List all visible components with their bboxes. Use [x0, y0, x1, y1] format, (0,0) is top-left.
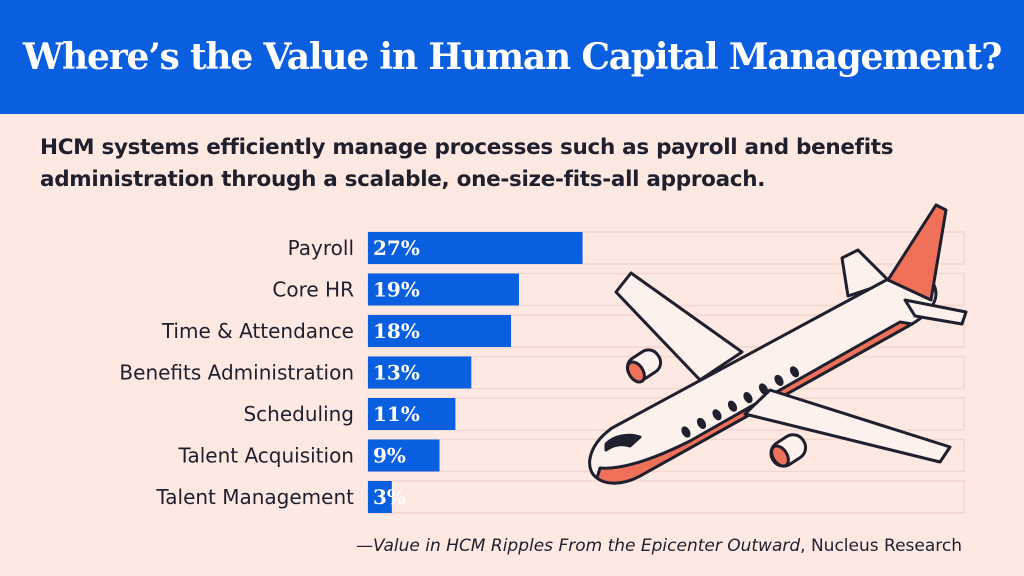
bar [368, 439, 440, 472]
plane-window [727, 400, 738, 412]
bar [368, 273, 519, 306]
header-banner: Where’s the Value in Human Capital Manag… [0, 0, 1024, 114]
plane-window [743, 392, 753, 404]
bar [368, 481, 392, 513]
value-label: 11% [373, 402, 420, 426]
category-label: Payroll [288, 236, 354, 260]
airplane-icon [588, 203, 968, 485]
source-citation: —Value in HCM Ripples From the Epicenter… [356, 536, 962, 556]
bar [368, 315, 512, 347]
value-label: 19% [373, 278, 420, 302]
source-publisher: , Nucleus Research [800, 536, 962, 556]
category-label: Time & Attendance [161, 319, 354, 343]
plane-window [696, 417, 707, 429]
plane-window [774, 374, 784, 386]
value-label: 3% [373, 485, 406, 509]
bar [368, 356, 472, 389]
source-title: Value in HCM Ripples From the Epicenter … [372, 536, 801, 556]
category-label: Talent Acquisition [178, 444, 354, 468]
page-title: Where’s the Value in Human Capital Manag… [22, 36, 1003, 78]
plane-window [789, 366, 800, 378]
plane-window [681, 426, 691, 438]
bar [368, 232, 583, 264]
bar [368, 398, 456, 430]
subtitle: HCM systems efficiently manage processes… [40, 135, 894, 192]
value-label: 13% [373, 361, 420, 385]
value-label: 27% [373, 236, 420, 260]
value-label: 9% [373, 444, 406, 468]
category-label: Scheduling [243, 402, 354, 426]
category-label: Talent Management [155, 485, 354, 509]
category-label: Benefits Administration [119, 361, 354, 385]
source-dash: — [355, 536, 373, 556]
plane-window [758, 383, 769, 395]
value-label: 18% [373, 319, 420, 343]
category-label: Core HR [272, 278, 354, 302]
plane-window [712, 409, 722, 421]
